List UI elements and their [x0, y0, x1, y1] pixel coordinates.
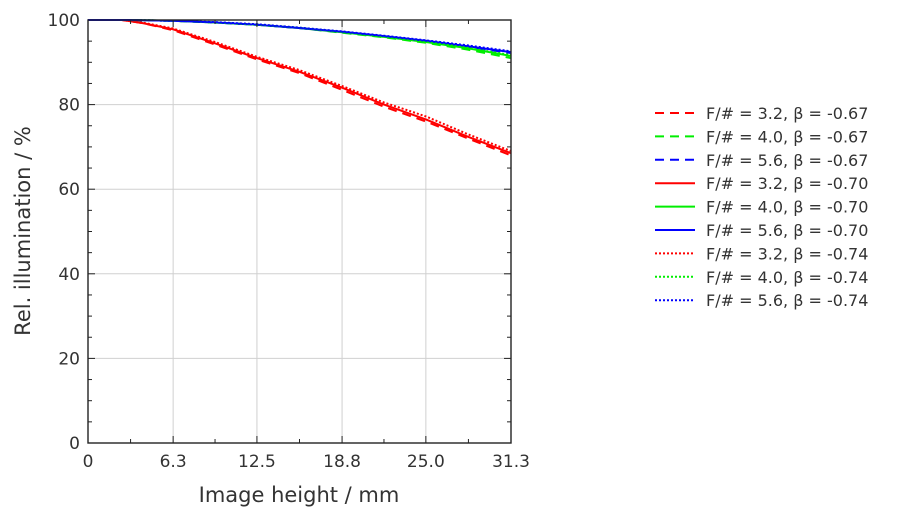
legend-label: F/# = 4.0, β = -0.74 [706, 268, 868, 287]
x-axis-title: Image height / mm [199, 483, 400, 507]
plot-series [88, 19, 512, 157]
y-axis-title: Rel. illumination / % [11, 126, 35, 336]
legend-label: F/# = 4.0, β = -0.67 [706, 127, 868, 146]
tick-labels: 0 6.3 12.5 18.8 25.0 31.3 0 20 40 60 80 100 [48, 11, 530, 472]
series-line-8 [88, 19, 512, 57]
x-tick-label: 18.8 [323, 452, 361, 472]
y-tick-label: 80 [58, 96, 80, 116]
x-tick-label: 31.3 [492, 452, 530, 472]
legend: F/# = 3.2, β = -0.67 F/# = 4.0, β = -0.67… [655, 104, 868, 310]
legend-label: F/# = 3.2, β = -0.74 [706, 244, 868, 263]
axis-ticks [87, 19, 512, 444]
x-tick-label: 12.5 [238, 452, 276, 472]
series-line-4 [88, 19, 512, 155]
plot-frame [87, 19, 512, 444]
x-tick-label: 6.3 [160, 452, 187, 472]
legend-label: F/# = 5.6, β = -0.70 [706, 221, 868, 240]
legend-label: F/# = 5.6, β = -0.74 [706, 291, 868, 310]
legend-label: F/# = 3.2, β = -0.70 [706, 174, 868, 193]
series-line-7 [88, 19, 512, 153]
series-line-1 [88, 19, 512, 157]
y-tick-label: 0 [69, 434, 80, 454]
legend-label: F/# = 5.6, β = -0.67 [706, 151, 868, 170]
legend-label: F/# = 4.0, β = -0.70 [706, 198, 868, 217]
grid-lines [88, 20, 511, 443]
series-line-9 [88, 19, 512, 53]
y-tick-label: 20 [58, 349, 80, 369]
x-tick-label: 25.0 [407, 452, 445, 472]
y-tick-label: 40 [58, 265, 80, 285]
x-tick-label: 0 [83, 452, 94, 472]
y-tick-label: 60 [58, 180, 80, 200]
y-tick-label: 100 [48, 11, 80, 31]
legend-label: F/# = 3.2, β = -0.67 [706, 104, 868, 123]
